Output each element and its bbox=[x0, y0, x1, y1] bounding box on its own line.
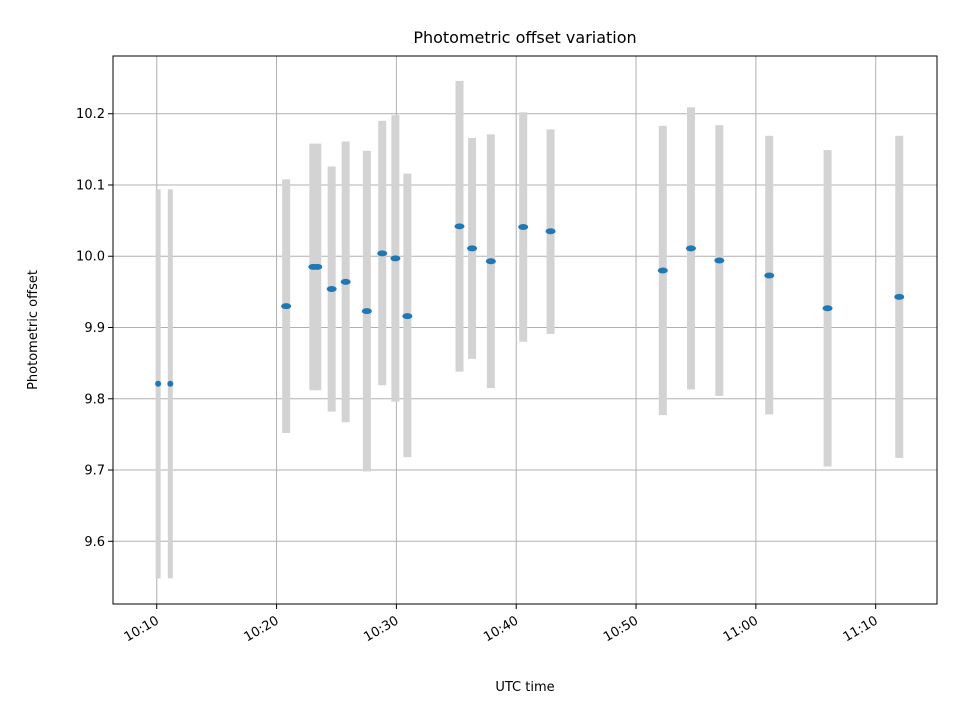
y-tick-label: 10.0 bbox=[76, 250, 105, 265]
data-point bbox=[657, 267, 668, 274]
data-point bbox=[714, 257, 725, 264]
plot-frame bbox=[112, 55, 938, 605]
y-tick-label: 9.6 bbox=[84, 535, 105, 550]
data-point bbox=[312, 263, 323, 270]
x-tick-label: 11:00 bbox=[721, 613, 761, 645]
data-point bbox=[377, 250, 388, 257]
x-tick-label: 10:40 bbox=[481, 613, 521, 645]
data-point bbox=[764, 272, 775, 279]
y-tick-label: 10.2 bbox=[76, 107, 105, 122]
data-point bbox=[361, 308, 372, 315]
data-point bbox=[281, 303, 292, 310]
x-axis-ticks: 10:10 10:20 10:30 10:40 10:50 11:00 11:10 bbox=[122, 604, 881, 645]
data-point bbox=[454, 223, 465, 230]
data-point bbox=[822, 305, 833, 312]
y-tick-label: 9.8 bbox=[84, 392, 105, 407]
chart-title: Photometric offset variation bbox=[413, 28, 636, 47]
x-tick-label: 10:50 bbox=[601, 613, 641, 645]
x-tick-label: 10:30 bbox=[361, 613, 401, 645]
y-tick-label: 9.9 bbox=[84, 321, 105, 336]
data-point bbox=[326, 286, 337, 293]
data-point bbox=[467, 245, 478, 252]
data-point bbox=[485, 258, 496, 265]
x-tick-label: 10:10 bbox=[122, 613, 162, 645]
y-axis-ticks: 9.6 9.7 9.8 9.9 10.0 10.1 10.2 bbox=[76, 107, 113, 550]
data-point bbox=[390, 255, 401, 262]
y-axis-label: Photometric offset bbox=[26, 270, 41, 390]
x-tick-label: 11:10 bbox=[841, 613, 881, 645]
x-axis-label: UTC time bbox=[495, 680, 554, 695]
data-points bbox=[155, 223, 905, 387]
data-point bbox=[545, 228, 556, 235]
data-point bbox=[155, 380, 162, 387]
y-tick-label: 10.1 bbox=[76, 178, 105, 193]
data-point bbox=[518, 224, 529, 231]
data-point bbox=[685, 245, 696, 252]
data-point bbox=[340, 278, 351, 285]
data-point bbox=[894, 293, 905, 300]
data-point bbox=[167, 380, 174, 387]
data-point bbox=[402, 313, 413, 320]
x-tick-label: 10:20 bbox=[242, 613, 282, 645]
error-bars bbox=[155, 80, 904, 579]
y-tick-label: 9.7 bbox=[84, 464, 105, 479]
